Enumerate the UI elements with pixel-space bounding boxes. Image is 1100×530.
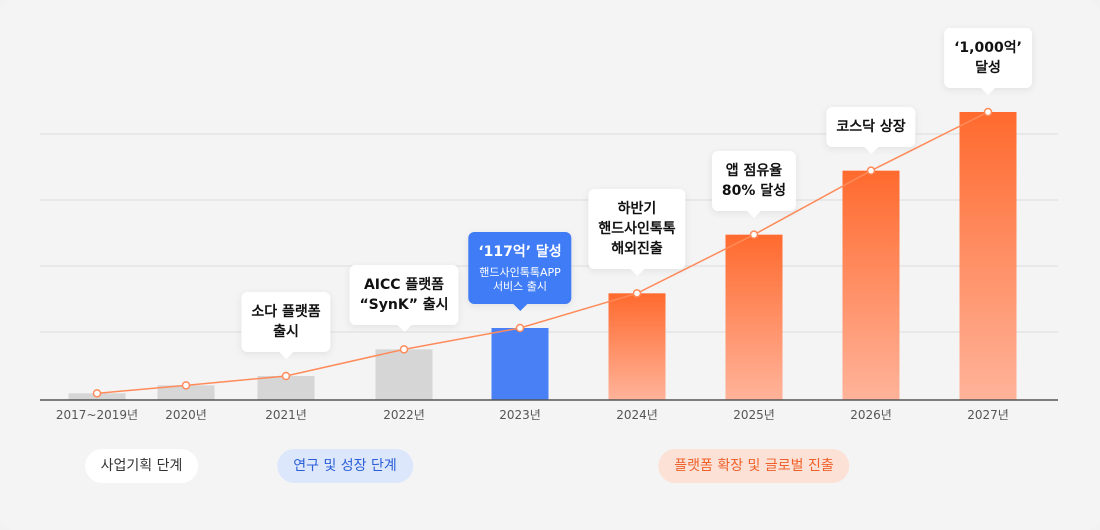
bar-5 (609, 293, 666, 400)
callout-line: 코스닥 상장 (836, 117, 905, 137)
bar-4 (492, 328, 549, 400)
x-tick-label: 2017~2019년 (56, 408, 138, 422)
trend-point-3 (401, 346, 408, 353)
callout-line: 하반기 (598, 199, 675, 219)
bar-7 (843, 171, 900, 400)
x-tick-label: 2027년 (967, 408, 1009, 422)
callout-subline: 핸드사인톡톡APP (478, 266, 561, 280)
callout: AICC 플랫폼“SynK” 출시 (349, 265, 458, 325)
callout: ‘117억’ 달성핸드사인톡톡APP서비스 출시 (468, 232, 571, 304)
callout: 하반기핸드사인톡톡해외진출 (588, 189, 685, 269)
trend-point-1 (183, 382, 190, 389)
x-tick-labels: 2017~2019년 2020년 2021년 2022년 2023년 2024년 2025년… (56, 408, 1009, 422)
bar-8 (960, 112, 1017, 400)
bar-6 (726, 235, 783, 400)
stage-pill: 플랫폼 확장 및 글로벌 진출 (658, 449, 849, 483)
callout-line: 출시 (251, 322, 320, 342)
stage-pill: 연구 및 성장 단계 (277, 449, 413, 483)
stage-pill: 사업기획 단계 (85, 449, 199, 483)
trend-point-2 (283, 373, 290, 380)
trend-point-8 (985, 109, 992, 116)
callout: 앱 점유율80% 달성 (712, 151, 796, 211)
callout: 코스닥 상장 (826, 107, 915, 147)
callout-line: 80% 달성 (722, 181, 786, 201)
trend-point-7 (868, 167, 875, 174)
bar-3 (376, 349, 433, 400)
trend-point-5 (634, 290, 641, 297)
callout-subline: 서비스 출시 (478, 280, 561, 294)
x-tick-label: 2021년 (265, 408, 307, 422)
x-tick-label: 2024년 (616, 408, 658, 422)
x-tick-label: 2022년 (383, 408, 425, 422)
callout: ‘1,000억’달성 (944, 28, 1032, 88)
callout-line: “SynK” 출시 (359, 295, 448, 315)
trend-point-6 (751, 231, 758, 238)
x-tick-label: 2026년 (850, 408, 892, 422)
trend-point-0 (94, 390, 101, 397)
callout-line: 핸드사인톡톡 (598, 219, 675, 239)
callout-line: 달성 (954, 58, 1022, 78)
callout-line: 소다 플랫폼 (251, 302, 320, 322)
trend-point-4 (517, 325, 524, 332)
callout-line: 해외진출 (598, 239, 675, 259)
x-tick-label: 2025년 (733, 408, 775, 422)
x-tick-label: 2023년 (499, 408, 541, 422)
x-tick-label: 2020년 (165, 408, 207, 422)
callout-line: 앱 점유율 (722, 161, 786, 181)
callout-line: ‘117억’ 달성 (478, 242, 561, 262)
callout: 소다 플랫폼출시 (241, 292, 330, 352)
callout-line: ‘1,000억’ (954, 38, 1022, 58)
callout-line: AICC 플랫폼 (359, 275, 448, 295)
